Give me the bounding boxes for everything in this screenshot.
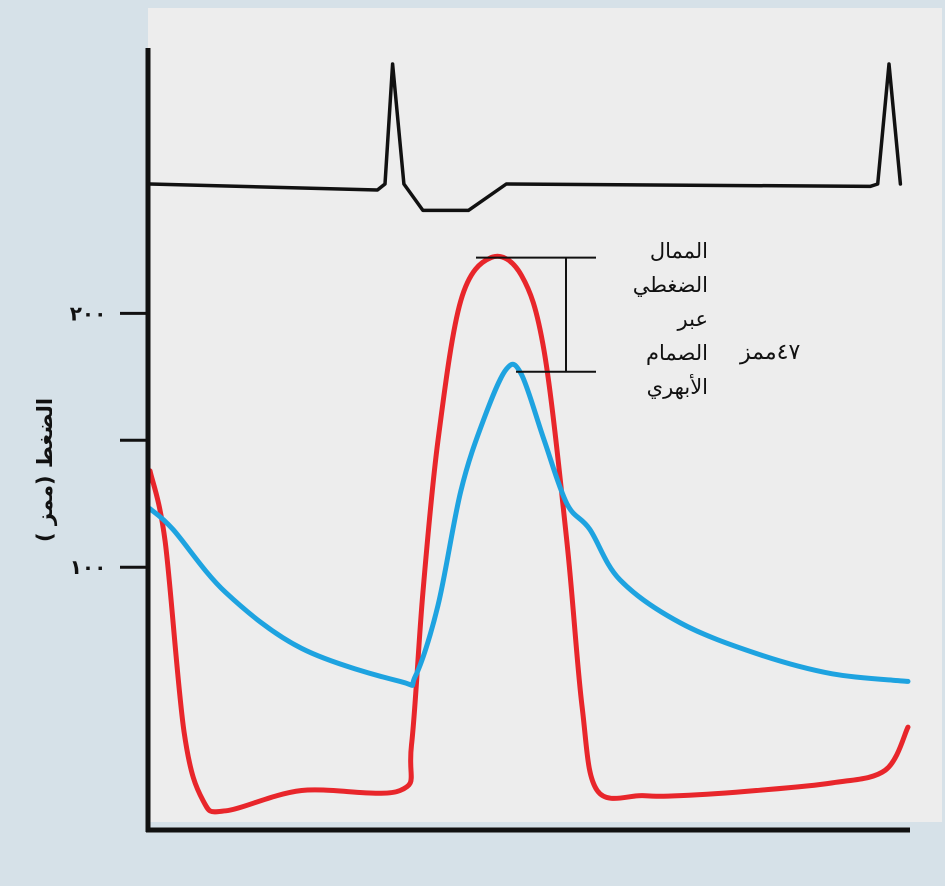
- gradient-value-label: ٤٧ممز: [740, 340, 801, 365]
- y-tick-label-0: ٢٠٠: [70, 301, 107, 325]
- gradient-label-line-3: عبر: [677, 307, 708, 331]
- plot-area: [148, 8, 942, 822]
- gradient-label: الممال الضغطي عبر الصمام الأبهري: [598, 234, 708, 404]
- y-tick-label-2: ١٠٠: [70, 555, 107, 579]
- gradient-label-line-4: الصمام: [646, 341, 708, 365]
- series-line-ventricular-pressure: [147, 253, 911, 815]
- gradient-label-line-1: الممال: [649, 239, 708, 263]
- gradient-label-line-2: الضغطي: [632, 273, 708, 297]
- series-line-ecg: [148, 62, 903, 213]
- series-line-aortic-pressure: [147, 361, 911, 688]
- chart-marks: ٢٠٠ ١٠٠: [70, 62, 911, 815]
- gradient-label-line-5: الأبهري: [646, 375, 708, 399]
